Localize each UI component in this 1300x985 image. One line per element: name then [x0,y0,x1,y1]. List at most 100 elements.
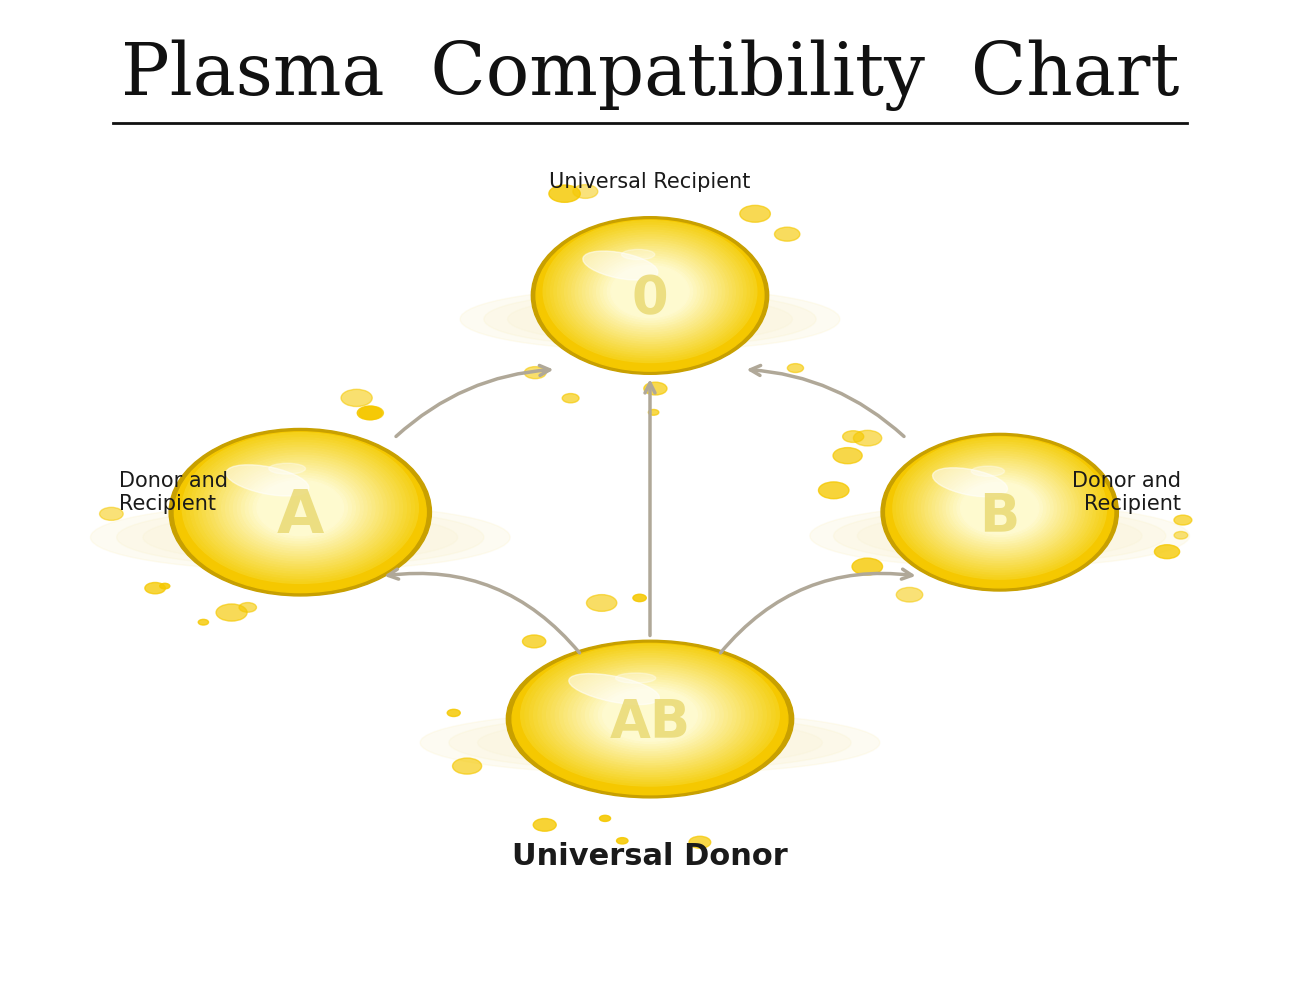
Ellipse shape [852,558,883,575]
Ellipse shape [597,256,703,327]
Ellipse shape [932,468,1008,496]
Ellipse shape [562,232,738,351]
Ellipse shape [213,453,387,563]
Text: Donor and
Recipient: Donor and Recipient [120,471,229,514]
Ellipse shape [957,480,1043,537]
Ellipse shape [234,465,367,551]
Ellipse shape [601,258,699,325]
Ellipse shape [594,685,706,746]
Ellipse shape [854,430,881,446]
Ellipse shape [1174,515,1192,525]
Ellipse shape [881,433,1118,591]
Text: Donor and
Recipient: Donor and Recipient [1071,471,1180,514]
Ellipse shape [558,230,742,353]
Ellipse shape [452,758,482,774]
Ellipse shape [524,366,546,378]
Ellipse shape [575,242,725,341]
Ellipse shape [577,675,723,755]
Ellipse shape [788,363,803,372]
Ellipse shape [885,436,1114,588]
Ellipse shape [190,437,411,578]
Ellipse shape [542,656,758,774]
Ellipse shape [897,439,1102,577]
Ellipse shape [239,603,256,613]
Ellipse shape [547,223,753,361]
Ellipse shape [217,455,384,560]
Ellipse shape [182,432,419,583]
Ellipse shape [194,440,407,576]
Ellipse shape [358,406,382,420]
Ellipse shape [569,674,659,704]
Ellipse shape [242,470,359,546]
Ellipse shape [833,447,862,464]
Ellipse shape [564,234,736,349]
Ellipse shape [484,292,816,347]
Ellipse shape [555,663,745,767]
Ellipse shape [205,448,395,568]
Text: A: A [277,487,324,546]
Ellipse shape [174,431,426,593]
FancyArrowPatch shape [645,383,655,635]
Ellipse shape [216,604,247,622]
Ellipse shape [911,449,1088,567]
Ellipse shape [246,473,355,543]
Ellipse shape [939,468,1061,549]
Text: Universal Donor: Universal Donor [512,842,788,872]
Ellipse shape [586,249,714,334]
Ellipse shape [572,673,728,757]
Ellipse shape [644,382,667,395]
Ellipse shape [621,249,655,260]
Ellipse shape [507,640,793,798]
Ellipse shape [169,428,432,596]
Ellipse shape [117,508,484,566]
Ellipse shape [100,507,124,520]
Ellipse shape [564,668,736,762]
Ellipse shape [448,715,852,770]
Ellipse shape [893,437,1106,579]
FancyArrowPatch shape [389,569,580,653]
Ellipse shape [186,435,415,581]
Ellipse shape [585,680,715,751]
Ellipse shape [554,228,746,356]
Ellipse shape [550,226,750,358]
Ellipse shape [603,690,697,741]
Ellipse shape [91,504,510,571]
Ellipse shape [447,709,460,716]
Ellipse shape [896,587,923,602]
Ellipse shape [582,251,658,280]
Ellipse shape [160,583,170,589]
Ellipse shape [589,251,711,332]
Text: Plasma  Compatibility  Chart: Plasma Compatibility Chart [121,39,1179,111]
Ellipse shape [359,406,383,420]
Ellipse shape [810,504,1190,567]
Ellipse shape [953,478,1046,539]
Ellipse shape [546,658,754,772]
Ellipse shape [199,620,208,625]
Ellipse shape [521,644,779,786]
Ellipse shape [914,451,1086,565]
Ellipse shape [819,482,849,498]
Ellipse shape [649,410,659,416]
Ellipse shape [961,483,1039,534]
Ellipse shape [562,394,578,403]
Ellipse shape [922,456,1078,560]
Ellipse shape [603,261,697,322]
Ellipse shape [226,465,309,496]
Ellipse shape [460,288,840,351]
Ellipse shape [936,466,1063,551]
Ellipse shape [269,463,305,474]
Ellipse shape [477,719,823,766]
Ellipse shape [202,445,399,570]
Ellipse shape [238,468,363,549]
Ellipse shape [538,654,762,776]
Ellipse shape [946,473,1053,544]
Ellipse shape [971,466,1005,477]
Ellipse shape [559,666,741,764]
FancyArrowPatch shape [396,365,550,436]
Ellipse shape [918,454,1082,562]
Ellipse shape [581,678,719,753]
Ellipse shape [230,463,370,554]
Ellipse shape [857,512,1143,559]
Ellipse shape [586,595,616,612]
Ellipse shape [833,508,1166,563]
